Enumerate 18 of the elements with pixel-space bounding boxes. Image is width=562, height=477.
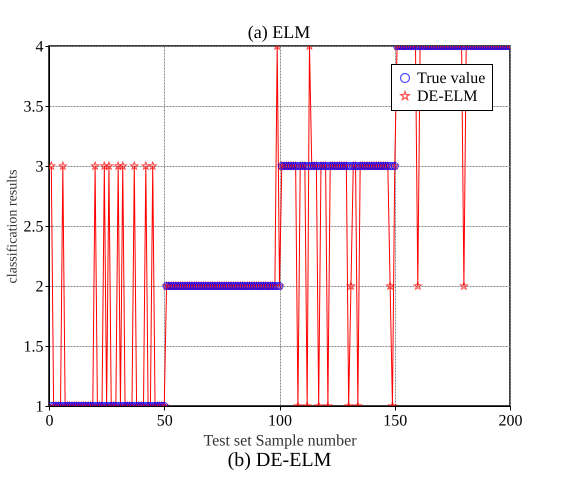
x-tick-label: 200 xyxy=(498,412,522,430)
legend-label: DE-ELM xyxy=(417,88,478,105)
text: (b) DE-ELM xyxy=(228,449,332,471)
x-tick-label: 0 xyxy=(46,412,54,430)
x-tick-label: 150 xyxy=(383,412,408,430)
y-axis-title: classification results xyxy=(6,170,20,284)
y-tick-label: 2 xyxy=(36,278,44,296)
y-tick-label: 1.5 xyxy=(24,338,44,356)
y-tick-label: 3.5 xyxy=(24,98,44,116)
y-tick-label: 3 xyxy=(36,158,44,176)
y-tick-label: 2.5 xyxy=(24,218,44,236)
x-axis-title: Test set Sample number xyxy=(203,432,358,450)
legend-label: True value xyxy=(417,70,486,87)
text: (a) ELM xyxy=(248,22,310,42)
x-tick-label: 50 xyxy=(156,412,173,430)
x-tick-label: 100 xyxy=(268,412,292,430)
y-tick-label: 1 xyxy=(36,398,44,416)
y-tick-label: 4 xyxy=(36,38,44,56)
